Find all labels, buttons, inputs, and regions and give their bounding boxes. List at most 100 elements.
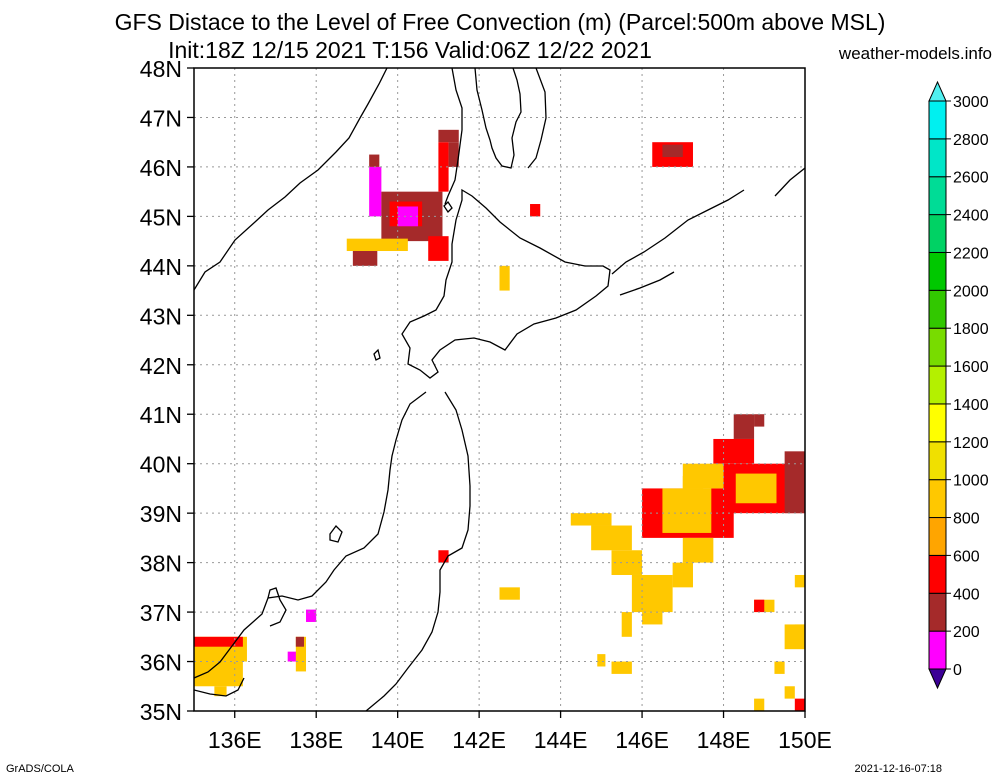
colorbar-label: 1000: [953, 473, 989, 490]
lfc-cell: [713, 438, 755, 464]
colorbar-label: 2800: [953, 132, 989, 149]
coastline-noto: [267, 587, 287, 627]
lfc-cell: [631, 574, 673, 613]
coastline-kamchatka-tip: [774, 167, 805, 197]
lfc-cell: [682, 537, 714, 563]
lfc-cell: [346, 238, 408, 252]
lfc-cell: [352, 251, 378, 266]
lfc-cell: [295, 636, 307, 672]
coastline-honshu-west: [194, 391, 427, 679]
lat-tick-label: 39N: [140, 501, 182, 527]
lfc-cell: [642, 612, 663, 625]
coastline-sakhalin-south: [444, 68, 463, 205]
axis-ticks: 136E 138E 140E 142E 144E 146E 148E 150E 35N 36N 37…: [140, 56, 832, 753]
colorbar-label: 3000: [953, 94, 989, 111]
colorbar-label: 1800: [953, 321, 989, 338]
lat-tick-label: 37N: [140, 600, 182, 626]
lat-tick-label: 44N: [140, 254, 182, 280]
lfc-cell: [214, 686, 227, 697]
lfc-cell: [287, 651, 298, 662]
lat-tick-label: 47N: [140, 105, 182, 131]
colorbar-label: 2400: [953, 208, 989, 225]
coastline-okushiri: [373, 348, 381, 361]
colorbar-swatch: [928, 554, 947, 594]
coastline-sakhalin-east: [527, 68, 547, 169]
lfc-cell: [682, 476, 704, 489]
lfc-cell: [194, 661, 243, 687]
lfc-cell: [735, 473, 777, 504]
colorbar-swatch: [928, 176, 947, 216]
colorbar-label: 2200: [953, 245, 989, 262]
lfc-cell: [611, 661, 632, 674]
plot-area: [194, 68, 805, 711]
lfc-cell: [621, 612, 632, 637]
colorbar-swatch: [928, 441, 947, 481]
lfc-cell: [438, 129, 459, 143]
colorbar-swatch: [928, 289, 947, 329]
lon-tick-label: 140E: [371, 727, 425, 753]
coastline-sado: [329, 525, 343, 543]
coastline-hokkaido: [401, 188, 611, 379]
lfc-cell: [672, 562, 693, 588]
lfc-cell: [591, 525, 632, 551]
colorbar-swatch: [928, 138, 947, 178]
colorbar-label: 1400: [953, 397, 989, 414]
colorbar-max-arrow: [928, 80, 947, 102]
lfc-cell: [754, 698, 765, 711]
colorbar-label: 1200: [953, 435, 989, 452]
plot-frame: [193, 67, 806, 712]
lfc-cell: [369, 154, 380, 167]
lfc-cell: [794, 574, 805, 588]
lfc-cell: [754, 414, 765, 427]
lfc-cell: [428, 236, 449, 261]
lfc-cell: [295, 636, 304, 647]
coastline-kii: [194, 677, 245, 697]
lfc-cell: [733, 414, 755, 439]
colorbar-label: 0: [953, 662, 962, 679]
chart-subtitle: Init:18Z 12/15 2021 T:156 Valid:06Z 12/2…: [168, 37, 652, 63]
lat-tick-label: 35N: [140, 699, 182, 725]
coastline-kuril-1: [611, 189, 745, 275]
coastline-kuril-2: [619, 271, 675, 296]
coastline-sakhalin: [474, 68, 522, 169]
lat-tick-label: 43N: [140, 303, 182, 329]
software-credit: GrADS/COLA: [6, 763, 74, 775]
lfc-cell: [784, 451, 805, 514]
lfc-cell: [438, 550, 449, 563]
lat-tick-label: 38N: [140, 551, 182, 577]
colorbar-label: 1600: [953, 359, 989, 376]
lfc-cell: [397, 206, 419, 227]
lat-tick-label: 36N: [140, 650, 182, 676]
colorbar-swatch: [928, 251, 947, 291]
lfc-cell: [194, 636, 243, 647]
lon-tick-label: 142E: [452, 727, 506, 753]
colorbar-swatch: [928, 100, 947, 140]
coastline-layer: [194, 68, 805, 711]
lat-tick-label: 42N: [140, 353, 182, 379]
lfc-cell: [597, 654, 606, 667]
lat-tick-label: 46N: [140, 155, 182, 181]
generation-timestamp: 2021-12-16-07:18: [854, 763, 942, 775]
lfc-cell: [662, 488, 712, 533]
chart-title: GFS Distace to the Level of Free Convect…: [114, 9, 886, 35]
colorbar-swatch: [928, 479, 947, 519]
colorbar-swatch: [928, 327, 947, 367]
colorbar-swatch: [928, 365, 947, 405]
colorbar-label: 2000: [953, 283, 989, 300]
colorbar-swatch: [928, 630, 947, 670]
colorbar-swatch: [928, 214, 947, 253]
lat-tick-label: 48N: [140, 56, 182, 82]
coastline-asia-mainland: [194, 68, 388, 291]
colorbar-min-arrow: [928, 668, 947, 690]
lfc-cell: [754, 599, 765, 613]
lfc-cell: [784, 686, 795, 699]
lfc-cell: [570, 513, 612, 526]
lfc-cell: [530, 204, 541, 217]
colorbar-swatch: [928, 592, 947, 632]
lon-tick-label: 146E: [615, 727, 669, 753]
colorbar-swatch: [928, 517, 947, 556]
lfc-cell: [499, 587, 520, 600]
lon-tick-label: 144E: [534, 727, 588, 753]
colorbar-label: 200: [953, 624, 980, 641]
source-credit: weather-models.info: [838, 44, 992, 63]
